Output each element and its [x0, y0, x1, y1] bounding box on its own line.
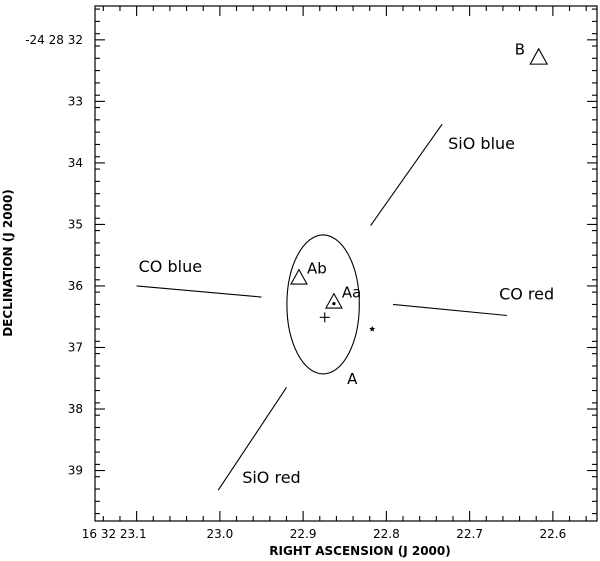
source-triangle: [529, 47, 549, 65]
x-tick-label: 23.0: [207, 527, 234, 541]
source-label: Aa: [342, 284, 361, 302]
outflow-label: SiO blue: [448, 134, 515, 153]
y-axis: -24 28 32 33 34 35 36 37 38 39: [25, 8, 597, 515]
y-tick-label: 35: [68, 217, 83, 231]
x-tick-label: 22.6: [540, 527, 567, 541]
y-axis-title: DECLINATION (J 2000): [1, 189, 15, 337]
outflow-line: [136, 285, 262, 298]
x-tick-label: 22.7: [456, 527, 483, 541]
outflow-label: SiO red: [242, 468, 301, 487]
source-star: [369, 325, 376, 332]
y-tick-label: 39: [68, 464, 83, 478]
x-axis-title: RIGHT ASCENSION (J 2000): [269, 544, 450, 558]
source-label: B: [515, 40, 525, 58]
envelope-ellipse: [286, 234, 360, 375]
source-dot: [332, 301, 336, 306]
x-tick-label: 22.9: [290, 527, 317, 541]
y-tick-label: 36: [68, 279, 83, 293]
outflow-lines: SiO blue SiO red CO blue CO red: [136, 123, 554, 491]
plot-frame: [94, 5, 598, 522]
x-tick-label: 16 32 23.1: [82, 527, 147, 541]
x-tick-label: 22.8: [373, 527, 400, 541]
y-tick-label: -24 28 32: [25, 33, 83, 47]
y-tick-label: 34: [68, 156, 83, 170]
outflow-line: [370, 123, 443, 226]
source-triangle: [290, 268, 308, 285]
source-markers: B Ab Aa: [290, 40, 549, 332]
envelope-label: A: [347, 370, 358, 388]
outflow-line: [217, 387, 287, 491]
y-tick-label: 38: [68, 402, 83, 416]
outflow-label: CO blue: [139, 257, 202, 276]
source-triangle: [324, 292, 343, 309]
y-tick-label: 37: [68, 340, 83, 354]
y-tick-label: 33: [68, 94, 83, 108]
x-axis: 16 32 23.1 23.0 22.9 22.8 22.7 22.6: [82, 6, 587, 541]
outflow-label: CO red: [499, 284, 554, 303]
outflow-line: [392, 303, 508, 317]
source-label: Ab: [307, 260, 327, 278]
envelope-group: A: [286, 234, 360, 388]
